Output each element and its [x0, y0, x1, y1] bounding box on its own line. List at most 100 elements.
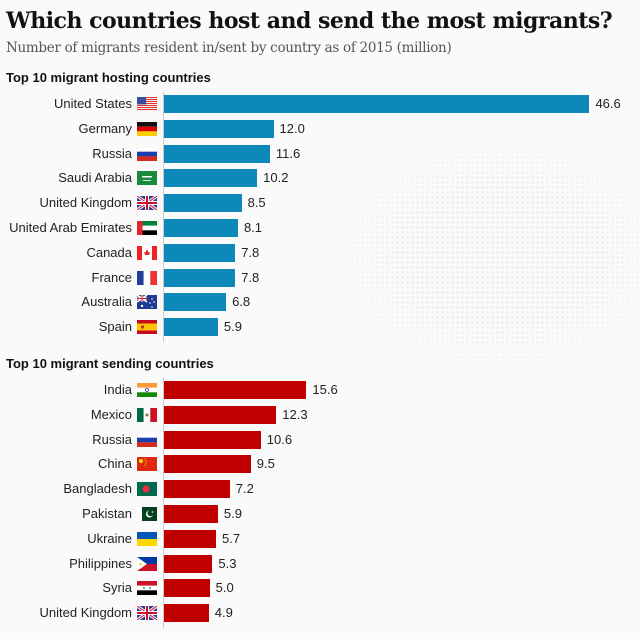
bar-row: Australia 6.8 [0, 293, 640, 312]
bar [164, 318, 218, 337]
value-label: 5.0 [215, 580, 234, 596]
world-map-background [330, 120, 640, 420]
hosting-heading: Top 10 migrant hosting countries [6, 70, 211, 85]
mx-flag-icon [137, 407, 157, 422]
value-label: 5.3 [218, 555, 237, 571]
bar-row: Syria 5.0 [0, 579, 640, 598]
country-label: Russia [92, 431, 132, 447]
bar-row: Ukraine 5.7 [0, 529, 640, 548]
value-label: 8.1 [243, 220, 263, 235]
bar [164, 293, 227, 312]
country-label: France [91, 269, 132, 285]
bar [164, 95, 590, 113]
bar-row: Pakistan 5.9 [0, 505, 640, 523]
bar-row: Mexico 12.3 [0, 405, 640, 424]
bar [164, 381, 307, 399]
cn-flag-icon [137, 457, 157, 472]
bar [164, 480, 230, 499]
value-label: 6.8 [232, 294, 251, 310]
pk-flag-icon [137, 507, 157, 521]
au-flag-icon [137, 295, 157, 310]
hosting-axis-line [163, 92, 164, 342]
fr-flag-icon [137, 270, 157, 285]
country-label: United Kingdom [39, 195, 133, 211]
country-label: China [98, 456, 132, 472]
country-label: Ukraine [87, 530, 132, 546]
sending-axis-line [163, 378, 164, 628]
country-label: Saudi Arabia [58, 170, 132, 186]
us-flag-icon [137, 97, 157, 111]
bar [164, 579, 210, 598]
bar-row: United Kingdom 8.5 [0, 194, 640, 213]
bar-row: Philippines 5.3 [0, 554, 640, 573]
bar [164, 219, 238, 237]
country-label: Spain [98, 319, 132, 335]
chart-subtitle: Number of migrants resident in/sent by c… [6, 40, 452, 56]
bar-row: Saudi Arabia 10.2 [0, 169, 640, 188]
value-label: 5.7 [222, 530, 241, 546]
value-label: 7.8 [241, 269, 260, 285]
bar-row: United States 46.6 [0, 95, 640, 113]
ca-flag-icon [137, 245, 157, 260]
value-label: 15.6 [312, 382, 338, 397]
bar [164, 268, 236, 287]
country-label: Pakistan [82, 506, 132, 521]
bar-row: France 7.8 [0, 268, 640, 287]
country-label: India [103, 382, 132, 397]
value-label: 9.5 [256, 456, 275, 472]
country-label: Canada [86, 244, 132, 260]
gb-flag-icon [137, 606, 157, 621]
value-label: 7.8 [241, 244, 260, 260]
bar-row: Canada 7.8 [0, 243, 640, 262]
value-label: 7.2 [235, 481, 254, 497]
bar [164, 529, 217, 548]
bar [164, 144, 270, 163]
de-flag-icon [137, 121, 157, 136]
ru-flag-icon [137, 432, 157, 447]
sy-flag-icon [137, 581, 157, 596]
sending-heading: Top 10 migrant sending countries [6, 356, 214, 371]
bar [164, 430, 261, 449]
value-label: 11.6 [275, 145, 301, 161]
value-label: 12.3 [282, 406, 308, 422]
country-label: Philippines [69, 555, 132, 571]
country-label: United Arab Emirates [9, 220, 132, 235]
bar [164, 194, 242, 213]
bar [164, 604, 209, 623]
country-label: Australia [81, 294, 132, 310]
ua-flag-icon [137, 531, 157, 546]
in-flag-icon [137, 383, 157, 397]
bar-row: India 15.6 [0, 381, 640, 399]
bar-row: Spain 5.9 [0, 318, 640, 337]
value-label: 12.0 [279, 120, 305, 136]
ae-flag-icon [137, 221, 157, 235]
country-label: United States [53, 96, 132, 111]
value-label: 46.6 [595, 96, 621, 111]
country-label: Bangladesh [63, 481, 132, 497]
chart-title: Which countries host and send the most m… [6, 8, 613, 34]
es-flag-icon [137, 320, 157, 335]
bar [164, 243, 236, 262]
bar [164, 119, 274, 138]
value-label: 5.9 [223, 319, 242, 335]
value-label: 8.5 [247, 195, 266, 211]
bar [164, 455, 251, 474]
bar [164, 405, 277, 424]
bar-row: China 9.5 [0, 455, 640, 474]
country-label: Russia [92, 145, 132, 161]
bar-row: United Arab Emirates 8.1 [0, 219, 640, 237]
country-label: Mexico [90, 406, 132, 422]
value-label: 10.6 [266, 431, 293, 447]
value-label: 10.2 [263, 170, 289, 186]
gb-flag-icon [137, 196, 157, 211]
bar-row: Russia 11.6 [0, 144, 640, 163]
bar-row: Germany 12.0 [0, 119, 640, 138]
bar-row: Bangladesh 7.2 [0, 480, 640, 499]
bd-flag-icon [137, 482, 157, 497]
ru-flag-icon [137, 146, 157, 161]
bar-row: United Kingdom 4.9 [0, 604, 640, 623]
country-label: Germany [78, 120, 132, 136]
country-label: Syria [102, 580, 132, 596]
bar-row: Russia 10.6 [0, 430, 640, 449]
bar [164, 169, 258, 188]
